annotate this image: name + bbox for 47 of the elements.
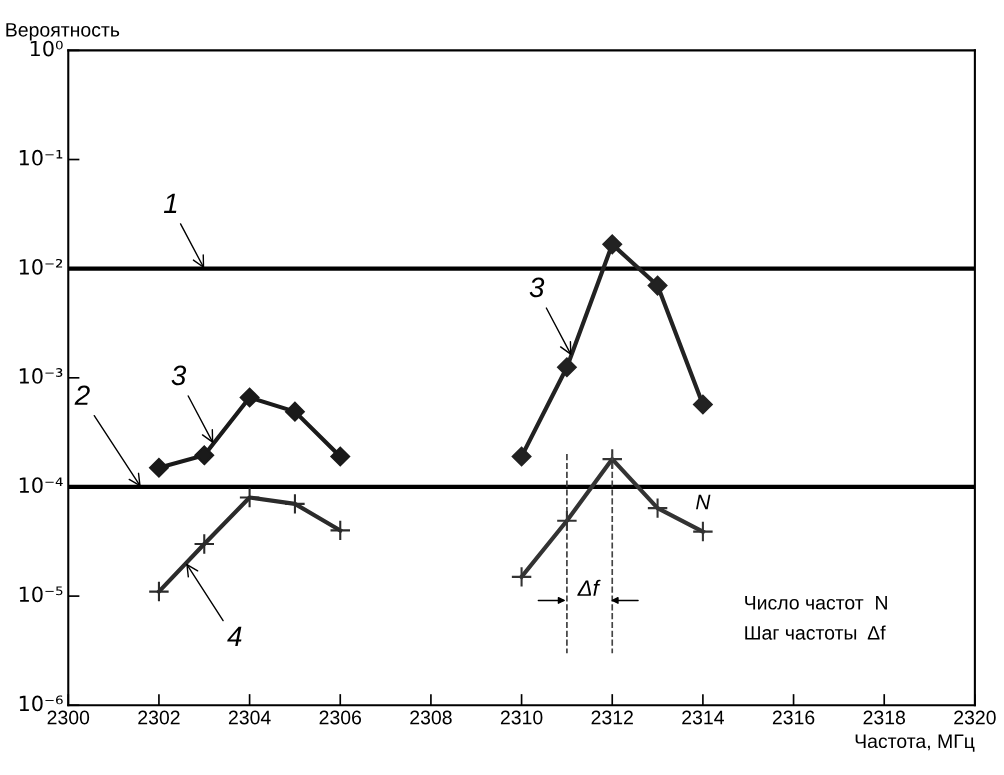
annotation: Число частот N [745,596,887,610]
y-tick-label: 10⁻³ [19,368,63,384]
point [511,446,532,467]
annotation: 2 [74,385,90,405]
x-tick-label: 2302 [138,710,180,725]
annotation: 3 [171,365,187,386]
annotation: N [696,494,711,510]
point [239,387,260,408]
x-tick-label: 2304 [228,710,271,725]
x-tick-label: 2318 [863,710,906,725]
y-tick-label: 10⁻⁶ [19,695,63,712]
x-tick-label: 2306 [319,710,362,725]
point [238,486,261,509]
point [510,566,533,588]
x-tick-label: 2300 [47,710,90,725]
point [647,275,668,296]
x-tick-label: 2314 [682,710,724,725]
point [602,234,623,255]
y-tick-label: 10⁻² [19,258,63,275]
x-tick-label: 2312 [591,710,633,725]
point [329,519,352,542]
point [285,401,305,422]
annotation: 3 [529,277,545,298]
x-tick-label: 2320 [954,710,996,725]
point [193,533,216,555]
point [149,457,169,478]
point [148,580,170,603]
annotation: 4 [227,626,242,646]
x-tick-label: 2310 [500,710,543,725]
y-tick-label: 10⁻¹ [19,149,63,166]
point [693,394,713,415]
y-tick-label: 10⁻⁴ [19,477,63,493]
annotation: Δf [577,579,601,596]
point [330,446,351,467]
y-tick-label: 10⁰ [30,40,63,57]
point [284,493,306,515]
point [557,357,577,378]
point [194,445,215,466]
x-tick-label: 2316 [772,710,815,725]
x-axis-title: Частота, МГц [855,734,975,752]
annotation: 1 [163,193,177,213]
point [692,520,714,543]
annotation: Шаг частоты Δf [745,625,886,640]
point [646,497,669,519]
y-tick-label: 10⁻⁵ [19,586,63,603]
y-axis-title: Вероятность [6,23,120,41]
x-tick-label: 2308 [410,710,452,725]
